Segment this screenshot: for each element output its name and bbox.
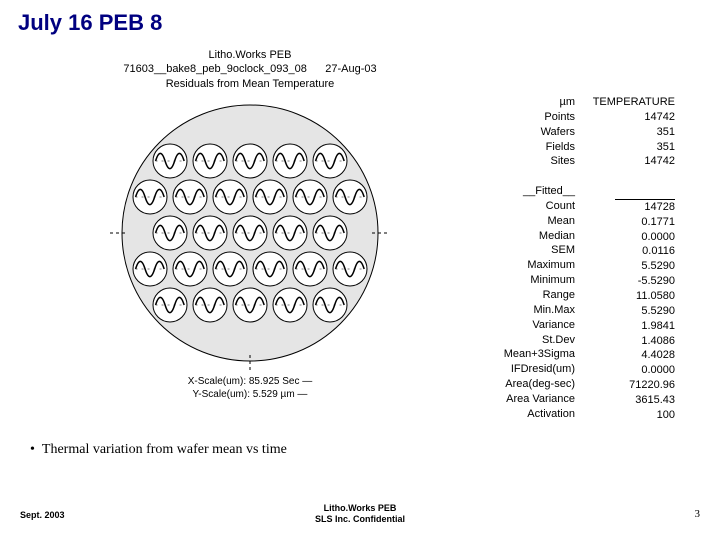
chart-header-line1: Litho.Works PEB <box>80 48 420 62</box>
stats-label: Wafers <box>480 125 575 140</box>
stats-label: Min.Max <box>480 303 575 318</box>
chart-header-line2: 71603__bake8_peb_9oclock_093_08 27-Aug-0… <box>80 62 420 76</box>
chart-header: Litho.Works PEB 71603__bake8_peb_9oclock… <box>80 48 420 91</box>
stats-label: Mean <box>480 214 575 229</box>
stats-label: SEM <box>480 243 575 258</box>
stats-value: 14742 <box>575 154 675 169</box>
stats-value: 0.1771 <box>575 215 675 230</box>
footer-confidential: SLS Inc. Confidential <box>0 514 720 526</box>
stats-fitted-label: __Fitted__ <box>480 184 575 199</box>
chart-date: 27-Aug-03 <box>325 63 376 75</box>
stats-value: 0.0116 <box>575 244 675 259</box>
stats-value: 4.4028 <box>575 348 675 363</box>
stats-value: 351 <box>575 125 675 140</box>
scale-labels: X-Scale(um): 85.925 Sec — Y-Scale(um): 5… <box>80 375 420 401</box>
stats-value: 11.0580 <box>575 289 675 304</box>
stats-values-col: TEMPERATURE1474235135114742 147280.17710… <box>575 95 675 423</box>
stats-value: 0.0000 <box>575 363 675 378</box>
stats-label: St.Dev <box>480 333 575 348</box>
stats-label: Minimum <box>480 273 575 288</box>
footer-center: Litho.Works PEB SLS Inc. Confidential <box>0 503 720 526</box>
stats-value <box>575 169 675 184</box>
stats-label: Mean+3Sigma <box>480 347 575 362</box>
y-scale-label: Y-Scale(um): 5.529 µm <box>193 389 295 400</box>
stats-label: IFDresid(um) <box>480 362 575 377</box>
stats-value: 14728 <box>575 200 675 215</box>
stats-label: Sites <box>480 154 575 169</box>
stats-value: 100 <box>575 408 675 423</box>
wafer-diagram <box>100 93 400 373</box>
stats-value: 1.4086 <box>575 334 675 349</box>
stats-label: Fields <box>480 140 575 155</box>
stats-value: 1.9841 <box>575 319 675 334</box>
stats-label: µm <box>480 95 575 110</box>
stats-label: Area(deg-sec) <box>480 377 575 392</box>
x-scale-label: X-Scale(um): 85.925 Sec <box>188 376 300 387</box>
stats-block: µmPointsWafersFieldsSites __Fitted__Coun… <box>480 95 675 423</box>
bullet-point: • Thermal variation from wafer mean vs t… <box>30 442 287 458</box>
stats-label: Variance <box>480 318 575 333</box>
stats-label: Maximum <box>480 258 575 273</box>
footer-page-number: 3 <box>695 508 701 520</box>
bullet-text: Thermal variation from wafer mean vs tim… <box>42 442 287 457</box>
stats-value: -5.5290 <box>575 274 675 289</box>
stats-labels-col: µmPointsWafersFieldsSites __Fitted__Coun… <box>480 95 575 423</box>
chart-area: Litho.Works PEB 71603__bake8_peb_9oclock… <box>80 48 420 401</box>
stats-value: 71220.96 <box>575 378 675 393</box>
footer-product: Litho.Works PEB <box>0 503 720 515</box>
slide-title: July 16 PEB 8 <box>18 10 162 36</box>
stats-value: 5.5290 <box>575 304 675 319</box>
stats-value: 14742 <box>575 110 675 125</box>
stats-value: 351 <box>575 140 675 155</box>
stats-value: 3615.43 <box>575 393 675 408</box>
stats-label: Count <box>480 199 575 214</box>
stats-value: 5.5290 <box>575 259 675 274</box>
stats-label: Points <box>480 110 575 125</box>
stats-label: Activation <box>480 407 575 422</box>
stats-label: Area Variance <box>480 392 575 407</box>
stats-label: Range <box>480 288 575 303</box>
stats-value: TEMPERATURE <box>575 95 675 110</box>
stats-value: 0.0000 <box>575 230 675 245</box>
stats-label: Median <box>480 229 575 244</box>
chart-filename: 71603__bake8_peb_9oclock_093_08 <box>123 63 307 75</box>
chart-header-line3: Residuals from Mean Temperature <box>80 77 420 91</box>
stats-fitted-underline <box>575 184 675 200</box>
stats-label <box>480 169 575 184</box>
